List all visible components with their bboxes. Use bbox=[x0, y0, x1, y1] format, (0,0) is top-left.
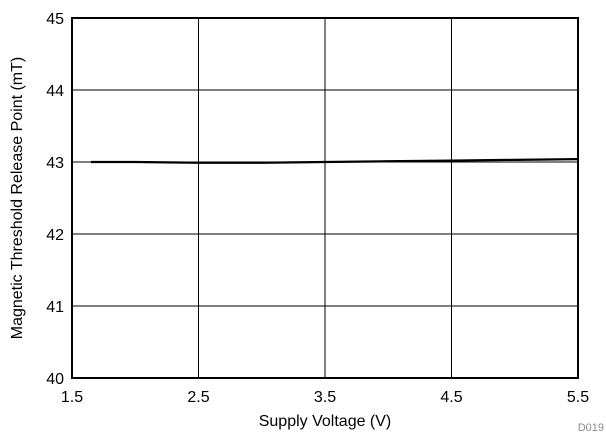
grid-layer bbox=[72, 18, 578, 378]
chart-code-label: D019 bbox=[578, 422, 604, 434]
series-layer bbox=[90, 158, 579, 164]
plot-frame bbox=[71, 17, 579, 379]
y-tick-label-4: 44 bbox=[46, 83, 64, 100]
x-axis-label: Supply Voltage (V) bbox=[259, 413, 392, 430]
x-tick-label-1: 2.5 bbox=[187, 389, 209, 406]
y-tick-labels: 40 41 42 43 44 45 bbox=[46, 11, 64, 388]
x-tick-labels: 1.5 2.5 3.5 4.5 5.5 bbox=[61, 389, 589, 406]
x-tick-label-4: 5.5 bbox=[567, 389, 589, 406]
y-axis-label: Magnetic Threshold Release Point (mT) bbox=[9, 57, 26, 340]
y-tick-label-2: 42 bbox=[46, 227, 64, 244]
series-line-0 bbox=[90, 158, 579, 164]
x-tick-label-3: 4.5 bbox=[440, 389, 462, 406]
x-tick-label-0: 1.5 bbox=[61, 389, 83, 406]
y-tick-label-5: 45 bbox=[46, 11, 64, 28]
y-tick-label-0: 40 bbox=[46, 371, 64, 388]
y-tick-label-1: 41 bbox=[46, 299, 64, 316]
y-tick-label-3: 43 bbox=[46, 155, 64, 172]
x-tick-label-2: 3.5 bbox=[314, 389, 336, 406]
